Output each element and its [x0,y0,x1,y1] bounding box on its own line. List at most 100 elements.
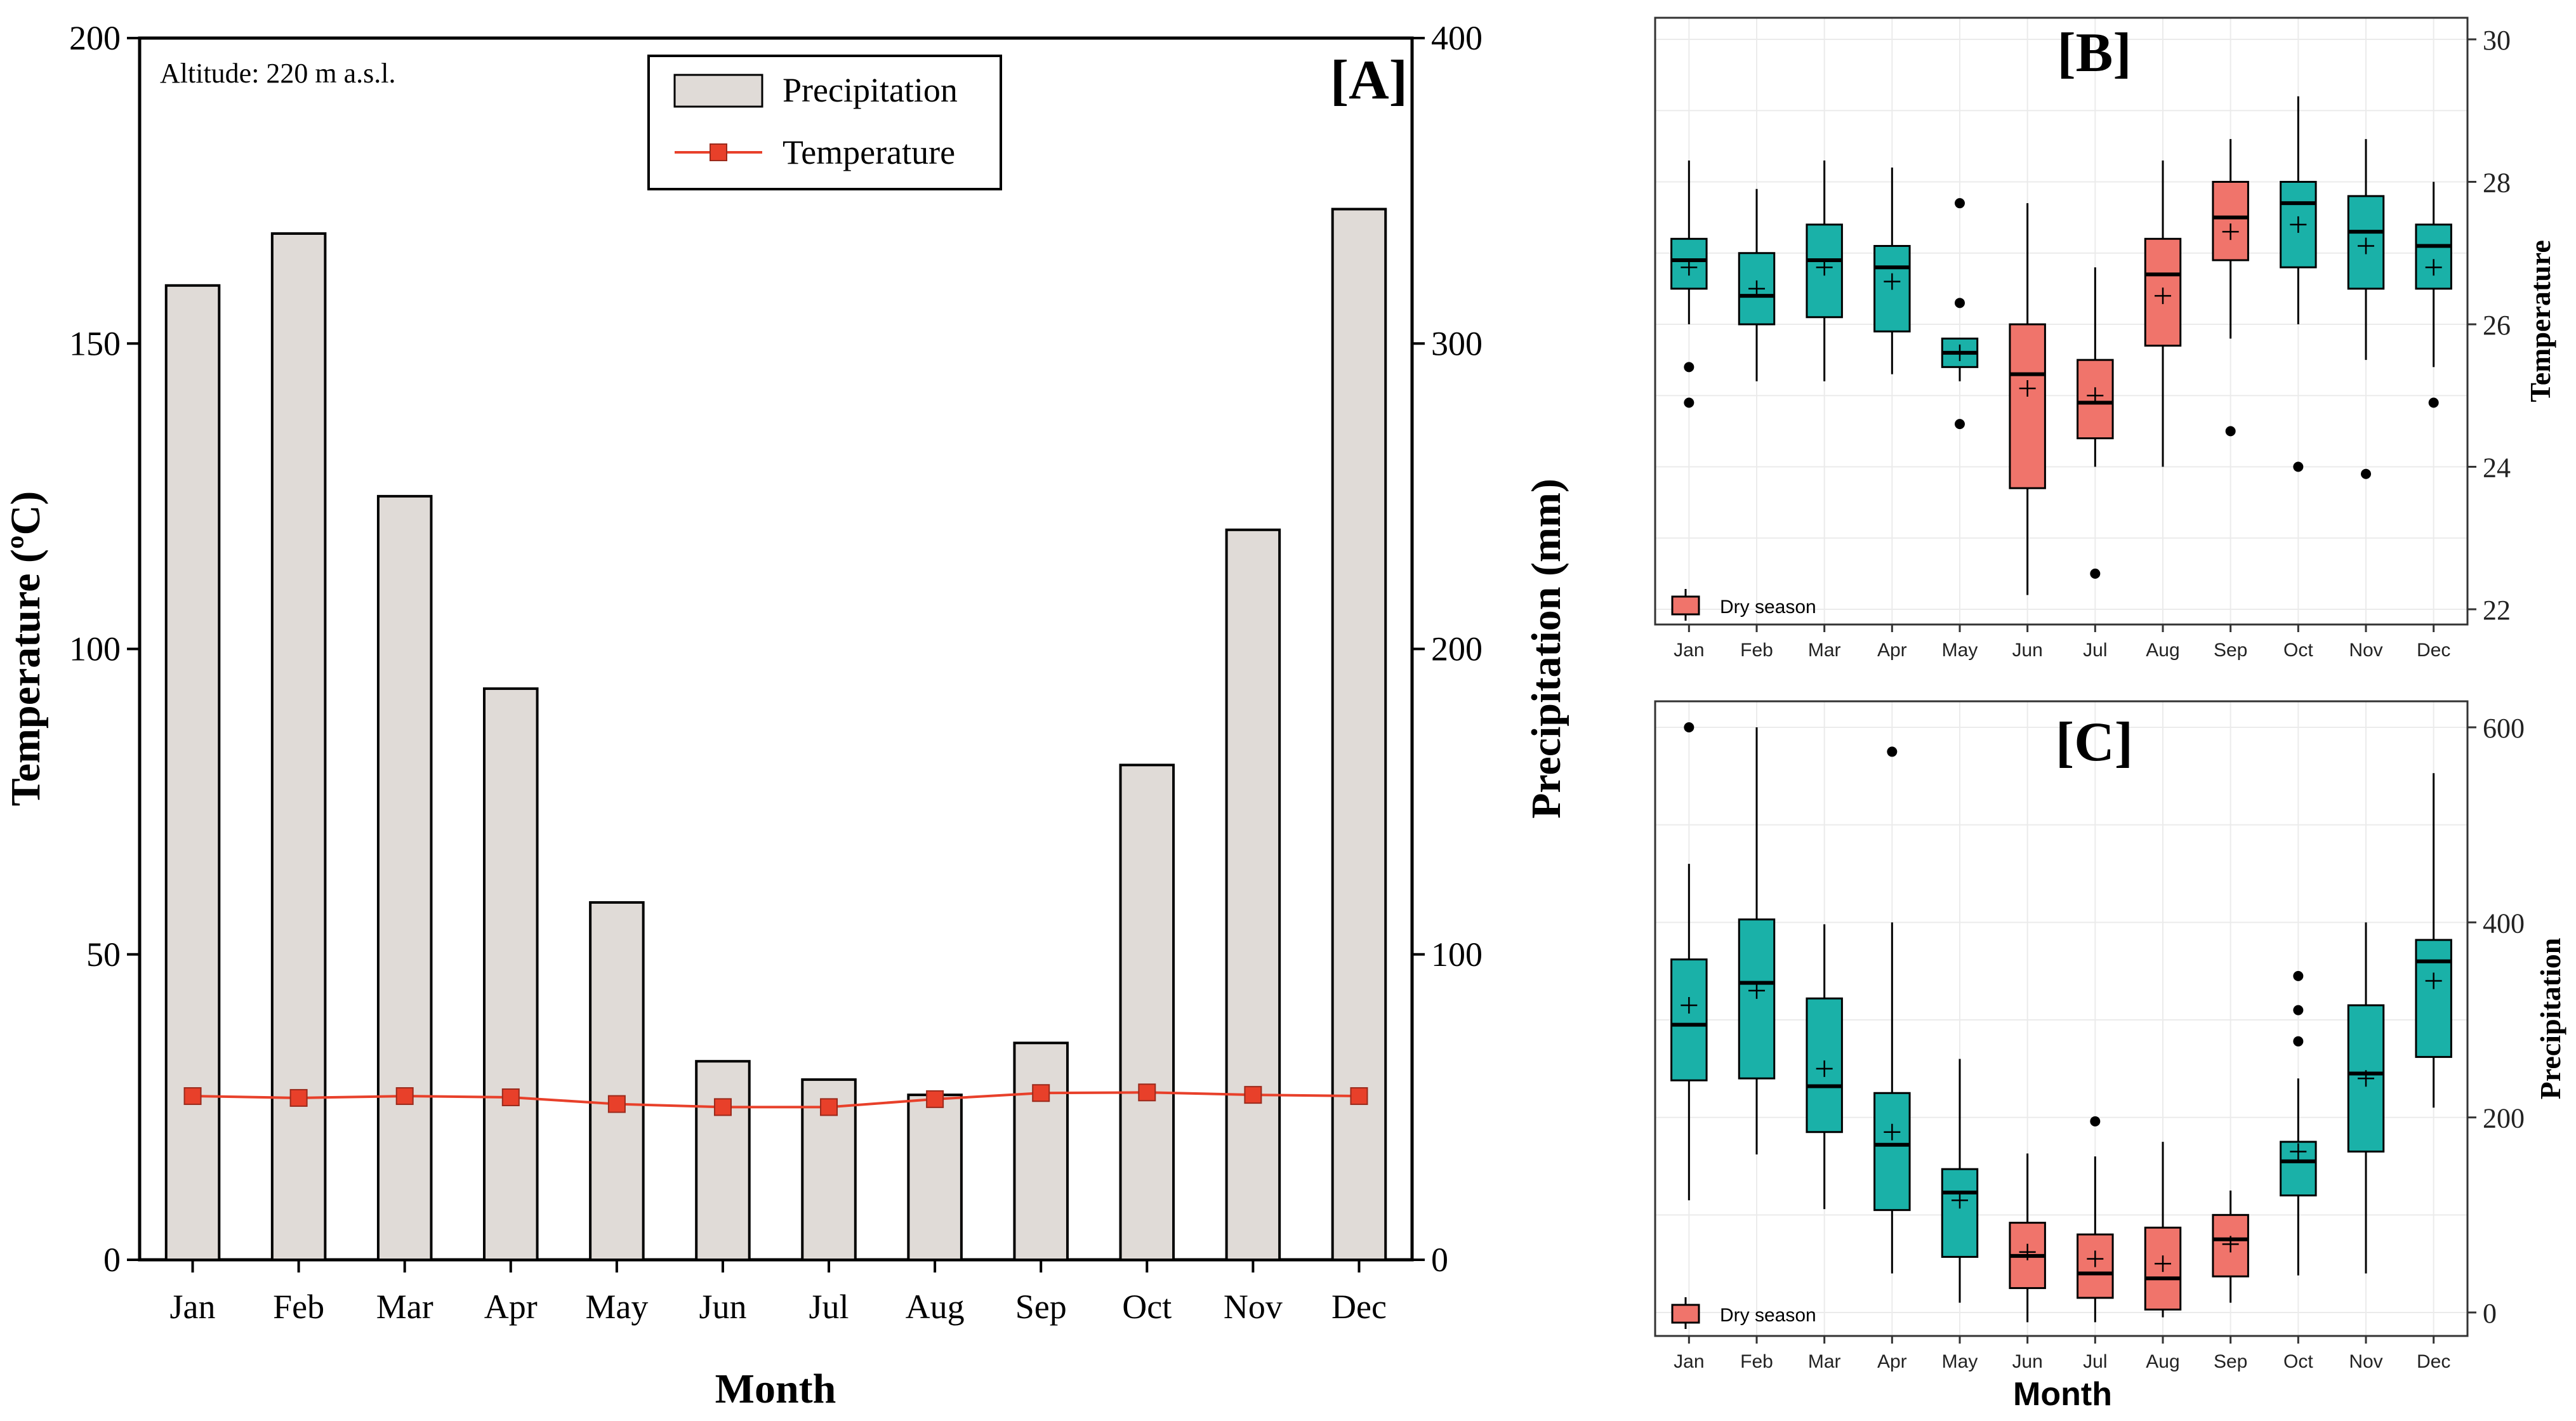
y-tick-label: 28 [2483,168,2511,199]
x-tick-label: Sep [1015,1288,1067,1326]
legend-dry-swatch [1671,595,1700,616]
box-feb [1738,918,1776,1080]
temp-point-apr [501,1088,520,1106]
precip-bar-aug [907,1094,963,1261]
y-right-tick-label: 200 [1431,630,1483,668]
mean-marker-dec [2425,259,2442,276]
x-tick-label: Aug [906,1288,965,1326]
x-tick-label: Jun [699,1288,746,1326]
x-tick-label: Jul [2083,640,2107,661]
x-tick-label: May [585,1288,648,1326]
precip-bar-feb [270,232,327,1261]
temp-point-jun [713,1098,732,1116]
y-tick-label: 30 [2483,25,2511,56]
x-tick-label: May [1942,1351,1978,1372]
y-left-tick-label: 150 [69,324,121,362]
x-tick-label: Jan [1674,640,1704,661]
precip-bar-jan [164,284,221,1261]
outlier-dec [2428,397,2439,408]
panel-a-label: [A] [1330,50,1408,111]
outlier-may [1955,298,1965,308]
box-jun [2009,323,2046,489]
precip-bar-nov [1225,528,1281,1261]
box-apr [1873,1092,1911,1212]
panel-a-y-left-label: Temperature (ºC) [3,491,49,807]
y-left-tick-label: 200 [69,19,121,57]
y-right-tick-label: 100 [1431,935,1483,974]
x-tick-label: Mar [1808,1351,1841,1372]
mean-marker-aug [2155,1255,2171,1272]
temp-point-nov [1244,1086,1262,1104]
altitude-annotation: Altitude: 220 m a.s.l. [160,58,396,89]
x-tick-label: Sep [2214,1351,2247,1372]
outlier-oct [2293,1036,2304,1047]
mean-marker-feb [1748,982,1765,999]
box-jan [1670,958,1708,1081]
x-tick-label: Oct [2283,640,2313,661]
mean-marker-jan [1681,259,1698,276]
panel-c-label: [C] [2056,711,2133,773]
precip-bar-apr [483,687,539,1261]
mean-marker-apr [1884,273,1901,290]
mean-marker-may [1952,1192,1968,1209]
panel-c-plot-area [1655,701,2467,1336]
mean-marker-oct [2290,1143,2307,1160]
legend-precip-swatch [673,74,763,108]
y-right-tick-label: 400 [1431,19,1483,57]
outlier-jan [1684,722,1694,732]
y-tick-label: 22 [2483,595,2511,626]
outlier-apr [1887,746,1898,757]
precip-bar-mar [376,494,433,1261]
x-tick-label: Nov [1224,1288,1283,1326]
mean-marker-jul [2087,1250,2104,1267]
box-sep [2212,181,2249,261]
outlier-may [1955,198,1965,209]
box-nov [2347,1004,2385,1153]
panel-c-legend: Dry season [1671,1297,1816,1329]
x-tick-label: Apr [484,1288,538,1326]
panel-a-frame [138,36,1414,1262]
x-tick-label: Jan [170,1288,216,1326]
panel-a-x-label: Month [715,1366,836,1412]
x-tick-label: Mar [376,1288,433,1326]
mean-marker-jan [1681,996,1698,1014]
temp-point-sep [1032,1084,1050,1102]
mean-marker-aug [2155,288,2171,305]
panel-b-plot-area [1655,18,2467,625]
x-tick-label: Aug [2146,1351,2179,1372]
x-tick-label: May [1942,640,1978,661]
mean-marker-dec [2425,972,2442,989]
y-tick-label: 0 [2483,1298,2497,1329]
y-right-tick-label: 300 [1431,324,1483,362]
precip-bar-sep [1013,1041,1069,1261]
y-tick-label: 200 [2483,1103,2525,1134]
outlier-may [1955,419,1965,430]
outlier-nov [2361,468,2371,479]
panel-b-frame [1654,17,2469,626]
outlier-jul [2090,568,2101,579]
x-tick-label: Mar [1808,640,1841,661]
mean-marker-may [1952,344,1968,361]
y-left-tick-label: 0 [103,1241,121,1279]
mean-marker-oct [2290,216,2307,233]
precip-bar-jun [695,1060,751,1261]
mean-marker-jun [2019,380,2036,397]
x-tick-label: Feb [1740,1351,1773,1372]
mean-marker-nov [2358,237,2374,254]
temp-point-dec [1350,1087,1368,1106]
panel-a-y-right-label: Precipitation (mm) [1523,479,1569,819]
legend-temp-marker [710,143,727,161]
temp-point-oct [1138,1083,1156,1102]
temp-point-jan [183,1087,202,1106]
legend-dry-label: Dry season [1720,1305,1816,1326]
panel-a-legend: Precipitation Temperature [647,55,1002,190]
x-tick-label: Dec [2417,1351,2450,1372]
mean-marker-feb [1748,280,1765,297]
temp-point-jul [820,1098,838,1116]
x-tick-label: Dec [1331,1288,1387,1326]
outlier-oct [2293,461,2304,472]
outlier-jul [2090,1116,2101,1127]
temp-point-may [607,1095,626,1113]
mean-marker-sep [2222,223,2239,241]
